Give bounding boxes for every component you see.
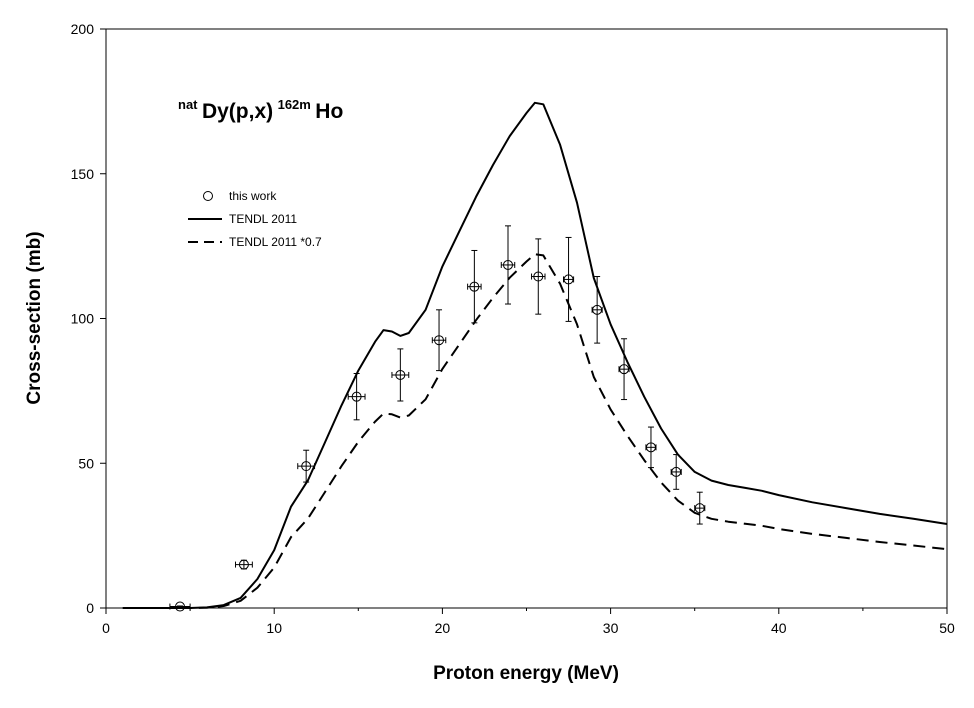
reaction-label-isotope: 162m <box>278 97 311 112</box>
data-point <box>645 426 657 469</box>
data-point <box>169 601 191 612</box>
legend-marker-this-work <box>203 191 213 201</box>
data-point-marker <box>563 274 574 285</box>
x-tick-label: 0 <box>102 620 110 636</box>
legend-label-tendl: TENDL 2011 <box>229 212 297 226</box>
tendl-2011-line <box>122 101 948 609</box>
data-point-marker <box>533 271 544 282</box>
legend-label-tendl-scaled: TENDL 2011 *0.7 <box>229 235 322 249</box>
data-point <box>467 249 482 324</box>
data-point <box>563 236 575 322</box>
x-tick-label: 10 <box>266 620 282 636</box>
series-layer <box>122 101 948 612</box>
x-axis-title: Proton energy (MeV) <box>433 663 619 684</box>
tendl-2011-scaled-line <box>122 253 948 609</box>
plot-area <box>105 28 948 609</box>
data-point <box>694 491 706 525</box>
data-point-marker <box>502 259 513 270</box>
data-point-marker <box>238 559 249 570</box>
y-axis-title: Cross-section (mb) <box>24 231 45 404</box>
data-point-marker <box>301 461 312 472</box>
reaction-label-nat: nat <box>178 97 198 112</box>
data-point <box>531 238 546 315</box>
data-point <box>297 449 316 483</box>
legend: this work TENDL 2011 TENDL 2011 *0.7 <box>188 189 322 249</box>
y-axis-ticks: 0 50 100 150 200 <box>71 21 106 616</box>
data-point-marker <box>694 503 705 514</box>
data-point-marker <box>175 601 186 612</box>
y-tick-label: 0 <box>86 600 94 616</box>
x-axis-ticks: 0 10 20 30 40 50 <box>102 608 955 636</box>
legend-label-this-work: this work <box>229 189 277 203</box>
x-tick-label: 30 <box>603 620 619 636</box>
data-point <box>347 373 366 421</box>
x-tick-label: 50 <box>939 620 955 636</box>
data-point-marker <box>469 281 480 292</box>
data-point-marker <box>645 442 656 453</box>
x-tick-label: 40 <box>771 620 787 636</box>
y-tick-label: 200 <box>71 21 95 37</box>
y-tick-label: 150 <box>71 166 95 182</box>
data-point <box>670 454 682 490</box>
data-point <box>431 309 447 372</box>
reaction-label: nat Dy(p,x) 162m Ho <box>178 96 343 123</box>
data-point <box>591 276 603 344</box>
data-point-marker <box>434 335 445 346</box>
data-point-marker <box>671 466 682 477</box>
data-point <box>618 338 630 401</box>
x-tick-label: 20 <box>435 620 451 636</box>
data-point-marker <box>395 369 406 380</box>
reaction-label-dy: Dy(p,x) <box>202 100 273 123</box>
y-tick-label: 100 <box>71 311 95 327</box>
reaction-label-ho: Ho <box>315 100 343 123</box>
data-point-marker <box>351 391 362 402</box>
data-point <box>391 348 410 402</box>
data-point <box>500 225 516 305</box>
data-point <box>235 559 253 570</box>
data-point-marker <box>619 364 630 375</box>
data-point-marker <box>592 304 603 315</box>
y-tick-label: 50 <box>78 455 94 471</box>
